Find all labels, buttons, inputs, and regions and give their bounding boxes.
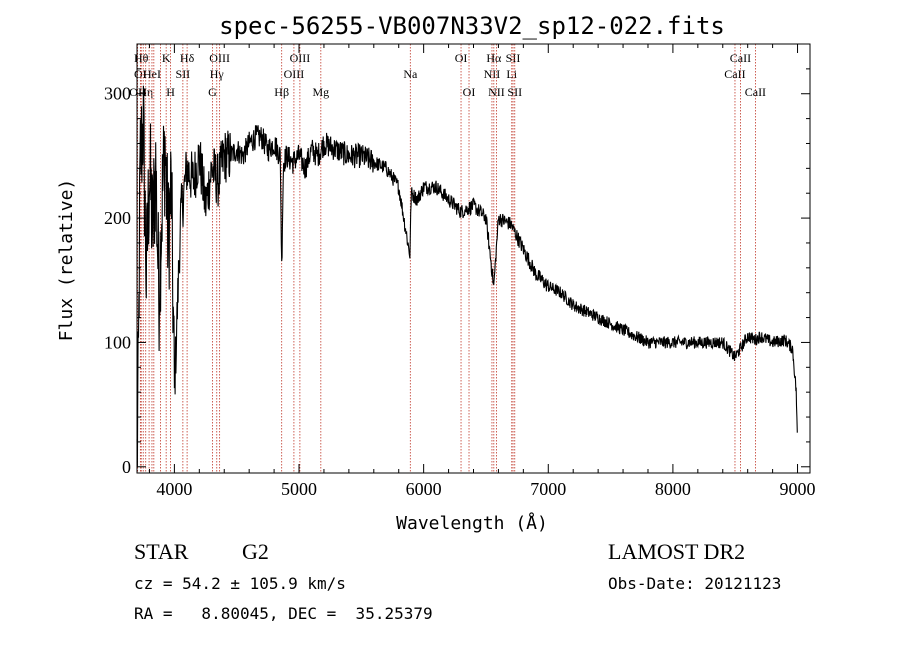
line-label-30: CaII: [730, 51, 751, 65]
spectrum-series-line: [136, 85, 798, 467]
survey-name: LAMOST DR2: [608, 539, 746, 564]
line-label-4: Hη: [138, 85, 153, 99]
line-label-29: CaII: [724, 67, 745, 81]
spectral-line-markers: OIIOIHθHηHeIKHSIIHδGHγOIIIHβOIIIOIIIMgNa…: [129, 44, 766, 473]
object-subclass: G2: [242, 539, 269, 564]
x-tick-label: 8000: [655, 479, 691, 499]
redshift-readout: cz = 54.2 ± 105.9 km/s: [134, 574, 346, 593]
line-label-6: HeI: [143, 67, 161, 81]
axis-ticks: 4000 5000 6000 7000 8000 9000 0 100 200 300: [104, 44, 816, 499]
line-label-14: Hγ: [210, 67, 225, 81]
line-label-25: NII: [488, 85, 505, 99]
line-label-22: OI: [463, 85, 476, 99]
line-label-19: Mg: [312, 85, 329, 99]
line-label-15: OIII: [209, 51, 230, 65]
object-class: STAR: [134, 539, 189, 564]
plot-frame: [136, 43, 811, 474]
coordinates: RA = 8.80045, DEC = 35.25379: [134, 604, 433, 623]
line-label-13: G: [208, 85, 217, 99]
line-label-10: H: [166, 85, 175, 99]
x-tick-label: 4000: [156, 479, 192, 499]
line-label-2: Hθ: [134, 51, 149, 65]
line-label-28: SII: [507, 85, 522, 99]
line-label-21: OI: [455, 51, 468, 65]
line-label-17: OIII: [284, 67, 305, 81]
x-tick-label: 6000: [406, 479, 442, 499]
line-label-23: NII: [484, 67, 501, 81]
y-tick-label: 0: [122, 457, 131, 477]
y-axis-label: Flux (relative): [56, 179, 77, 342]
line-label-18: OIII: [290, 51, 311, 65]
y-tick-label: 200: [104, 208, 131, 228]
line-label-24: Hα: [486, 51, 502, 65]
x-tick-label: 7000: [530, 479, 566, 499]
line-label-12: Hδ: [180, 51, 195, 65]
line-label-16: Hβ: [274, 85, 289, 99]
y-tick-label: 100: [104, 332, 131, 352]
line-label-20: Na: [403, 67, 418, 81]
x-tick-label: 9000: [780, 479, 816, 499]
x-axis-label: Wavelength (Å): [396, 512, 548, 534]
line-label-11: SII: [176, 67, 191, 81]
y-tick-label: 300: [104, 84, 131, 104]
line-label-31: CaII: [745, 85, 766, 99]
line-label-26: Li: [506, 67, 517, 81]
x-tick-label: 5000: [281, 479, 317, 499]
chart-title: spec-56255-VB007N33V2_sp12-022.fits: [219, 12, 725, 40]
line-label-0: OII: [129, 85, 146, 99]
line-label-27: SII: [506, 51, 521, 65]
obs-date: Obs-Date: 20121123: [608, 574, 782, 593]
line-label-9: K: [162, 51, 171, 65]
